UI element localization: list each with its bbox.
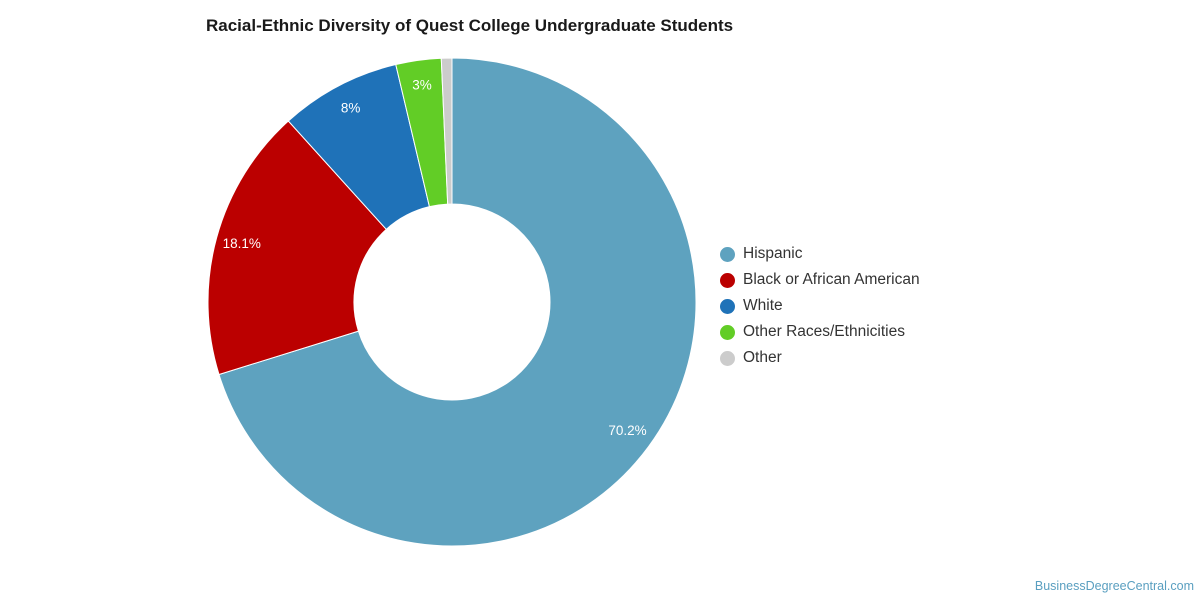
source-credit[interactable]: BusinessDegreeCentral.com <box>1034 579 1194 593</box>
legend-swatch <box>720 324 735 340</box>
data-label-white: 8% <box>341 101 361 116</box>
legend-swatch <box>720 350 735 366</box>
legend-label: Other Races/Ethnicities <box>743 323 905 340</box>
legend-item-other-races-ethnicities[interactable]: Other Races/Ethnicities <box>720 319 920 345</box>
slice-hispanic[interactable] <box>218 57 697 547</box>
data-label-hispanic: 70.2% <box>608 423 646 438</box>
donut-slices <box>207 57 697 547</box>
legend-label: Other <box>743 349 782 366</box>
chart-title: Racial-Ethnic Diversity of Quest College… <box>206 16 734 35</box>
legend-swatch <box>720 246 735 262</box>
legend-swatch <box>720 298 735 314</box>
legend-item-black-or-african-american[interactable]: Black or African American <box>720 267 920 293</box>
slice-black-or-african-american[interactable] <box>207 120 387 376</box>
chart-legend: Hispanic Black or African American White Ot… <box>720 241 920 371</box>
slice-other[interactable] <box>440 57 453 205</box>
legend-label: White <box>743 297 783 314</box>
legend-swatch <box>720 272 735 288</box>
slice-data-labels: 70.2% 18.1% 8% 3% <box>223 78 647 438</box>
legend-item-hispanic[interactable]: Hispanic <box>720 241 920 267</box>
legend-label: Hispanic <box>743 245 803 262</box>
data-label-black-or-african-american: 18.1% <box>223 236 261 251</box>
legend-label: Black or African American <box>743 271 920 288</box>
legend-item-white[interactable]: White <box>720 293 920 319</box>
legend-item-other[interactable]: Other <box>720 345 920 371</box>
data-label-other-races-ethnicities: 3% <box>412 78 432 93</box>
